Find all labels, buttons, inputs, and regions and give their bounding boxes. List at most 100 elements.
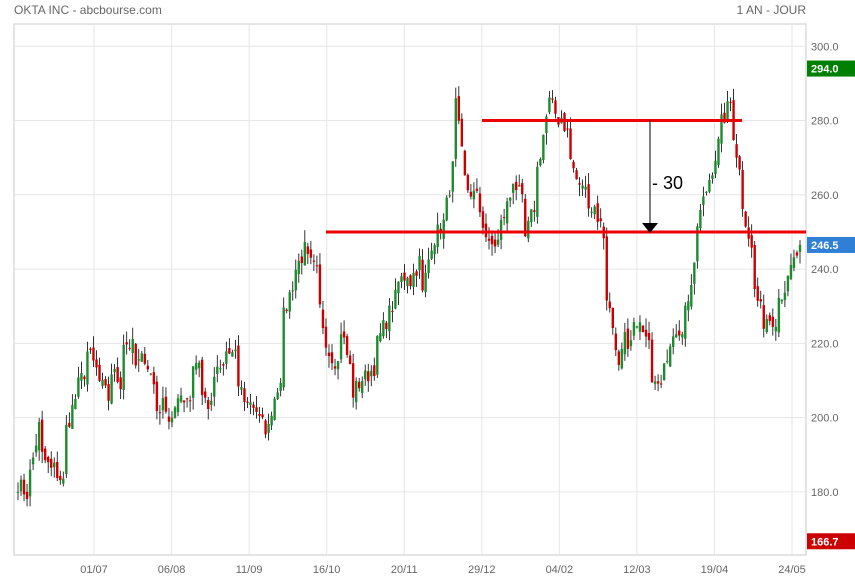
candle-body xyxy=(675,334,678,338)
candle-body xyxy=(210,400,213,405)
candle-body xyxy=(336,361,340,370)
candle-body xyxy=(421,259,424,291)
candle-body xyxy=(762,305,765,329)
candle-body xyxy=(385,322,388,330)
candle-body xyxy=(502,217,506,219)
candle-body xyxy=(508,197,512,201)
candle-body xyxy=(442,219,445,239)
candle-body xyxy=(397,281,400,294)
candle-body xyxy=(252,404,255,408)
candle-body xyxy=(587,184,590,209)
candle-body xyxy=(309,249,313,258)
candle-body xyxy=(222,364,225,366)
candle-body xyxy=(324,326,328,348)
candle-body xyxy=(125,342,128,345)
candle-body xyxy=(34,445,38,453)
candle-body xyxy=(273,398,276,420)
candle-body xyxy=(406,278,409,287)
candle-body xyxy=(330,352,334,364)
candle-body xyxy=(466,174,470,191)
candle-body xyxy=(518,185,521,187)
x-tick-label: 06/08 xyxy=(158,564,186,576)
candle-body xyxy=(246,401,249,403)
candle-body xyxy=(687,301,690,311)
candle-body xyxy=(798,244,802,252)
candle-body xyxy=(68,422,71,427)
candle-body xyxy=(134,343,137,366)
candle-body xyxy=(436,224,439,248)
candle-body xyxy=(122,344,125,391)
candle-body xyxy=(690,284,693,307)
candle-body xyxy=(191,366,195,398)
candle-body xyxy=(285,309,288,311)
candle-body xyxy=(705,191,708,193)
candle-body xyxy=(554,100,557,114)
candle-body xyxy=(717,138,720,166)
x-tick-label: 24/05 xyxy=(778,564,806,576)
candle-body xyxy=(80,373,83,381)
candle-body xyxy=(194,363,198,370)
candle-body xyxy=(777,297,781,333)
candle-body xyxy=(333,366,337,369)
candle-body xyxy=(795,252,799,256)
candle-body xyxy=(161,397,165,411)
candle-body xyxy=(629,340,633,347)
candle-body xyxy=(297,260,300,275)
candle-body xyxy=(288,292,291,312)
candle-body xyxy=(750,235,753,248)
candle-body xyxy=(711,175,714,179)
candle-body xyxy=(545,116,548,134)
candle-body xyxy=(493,239,497,247)
x-tick-label: 16/10 xyxy=(313,564,341,576)
candle-body xyxy=(37,421,41,451)
candle-body xyxy=(693,262,696,284)
candle-body xyxy=(394,289,397,309)
candle-body xyxy=(647,333,651,341)
candle-body xyxy=(370,370,373,377)
candle-body xyxy=(291,290,294,292)
candle-body xyxy=(469,191,473,197)
candle-body xyxy=(53,462,56,468)
candle-body xyxy=(219,368,222,370)
candle-body xyxy=(792,257,796,268)
candle-body xyxy=(659,383,663,385)
candle-body xyxy=(656,381,660,384)
candle-body xyxy=(249,402,252,405)
candle-body xyxy=(596,203,599,222)
candle-body xyxy=(599,218,602,222)
candle-body xyxy=(104,379,107,386)
candle-body xyxy=(484,223,488,238)
candle-body xyxy=(584,186,587,190)
candle-body xyxy=(678,330,681,336)
candle-body xyxy=(354,380,358,403)
candle-body xyxy=(720,114,723,144)
candle-body xyxy=(789,264,793,279)
candle-body xyxy=(460,118,464,147)
candle-body xyxy=(505,201,509,224)
candle-body xyxy=(475,188,479,191)
candle-body xyxy=(415,271,418,276)
candle-body xyxy=(143,353,147,364)
candle-body xyxy=(533,210,536,212)
candle-body xyxy=(62,478,65,484)
candle-body xyxy=(412,272,415,288)
candle-body xyxy=(31,457,35,465)
candle-body xyxy=(140,353,143,362)
candle-body xyxy=(46,456,50,463)
candle-body xyxy=(681,334,684,338)
candle-body xyxy=(626,328,630,349)
y-tick-label: 280.0 xyxy=(811,116,839,128)
candle-body xyxy=(454,98,457,159)
candle-body xyxy=(146,365,150,370)
candle-body xyxy=(348,355,352,364)
candle-body xyxy=(373,365,376,377)
y-tick-label: 200.0 xyxy=(811,413,839,425)
candle-body xyxy=(527,220,530,239)
plot-area xyxy=(13,23,807,556)
y-tick-label: 240.0 xyxy=(811,264,839,276)
candle-body xyxy=(137,359,140,361)
candle-body xyxy=(539,158,542,166)
candle-body xyxy=(635,326,639,328)
